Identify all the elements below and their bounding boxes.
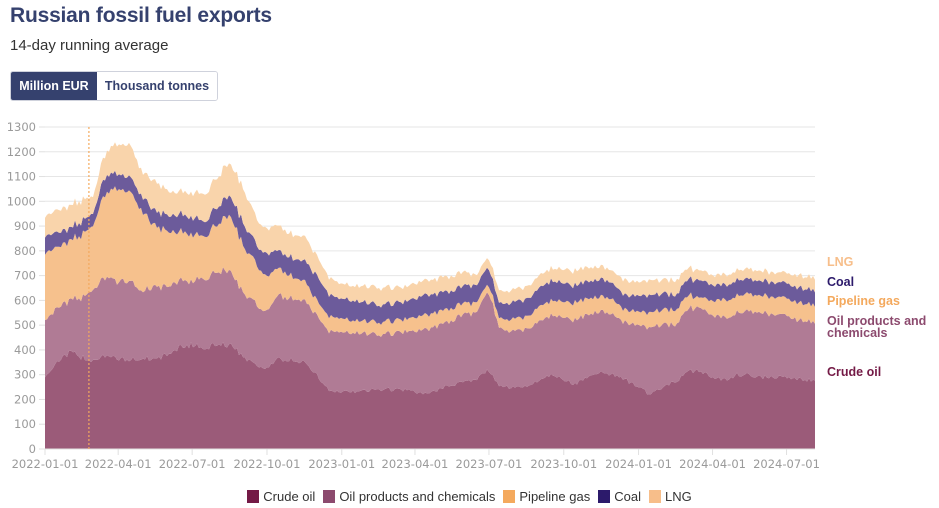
x-tick-label: 2023-10-01 xyxy=(530,457,597,471)
legend-swatch xyxy=(323,490,336,503)
series-label-crude-oil: Crude oil xyxy=(827,365,881,379)
series-label-oil-products-and-chemicals: Oil products and chemicals xyxy=(827,314,926,340)
x-tick-label: 2022-01-01 xyxy=(12,457,79,471)
thousand-tonnes-button[interactable]: Thousand tonnes xyxy=(97,72,217,100)
y-tick-label: 1300 xyxy=(7,120,36,134)
legend-label: Coal xyxy=(614,489,641,504)
area-oil-products-and-chemicals[interactable] xyxy=(45,267,815,395)
x-tick-label: 2024-01-01 xyxy=(605,457,672,471)
legend: Crude oil Oil products and chemicals Pipel… xyxy=(0,489,939,504)
legend-label: Crude oil xyxy=(263,489,316,504)
series-label-pipeline-gas: Pipeline gas xyxy=(827,294,900,308)
series-labels: Crude oil Oil products and chemicals Pipeli… xyxy=(827,255,926,379)
legend-label: Pipeline gas xyxy=(519,489,591,504)
y-tick-label: 800 xyxy=(14,244,36,258)
stacked-area-chart: 0 100 200 300 400 500 600 700 800 900 1000 1100 1200… xyxy=(7,120,927,471)
y-tick-label: 300 xyxy=(14,368,36,382)
y-tick-label: 200 xyxy=(14,392,36,406)
unit-toggle: Million EUR Thousand tonnes xyxy=(10,71,218,101)
x-axis: 2022-01-01 2022-04-01 2022-07-01 2022-10-01… xyxy=(12,448,820,471)
y-tick-label: 1200 xyxy=(7,145,36,159)
legend-item-lng[interactable]: LNG xyxy=(648,489,692,504)
legend-swatch xyxy=(598,490,611,503)
y-tick-label: 700 xyxy=(14,269,36,283)
chart-title: Russian fossil fuel exports xyxy=(10,4,272,27)
y-tick-label: 100 xyxy=(14,417,36,431)
area-coal[interactable] xyxy=(45,170,815,325)
y-tick-label: 500 xyxy=(14,318,36,332)
x-tick-label: 2023-04-01 xyxy=(382,457,449,471)
y-axis: 0 100 200 300 400 500 600 700 800 900 1000 1100 1200… xyxy=(7,120,45,456)
y-tick-label: 1000 xyxy=(7,194,36,208)
legend-swatch xyxy=(648,490,661,503)
area-crude-oil[interactable] xyxy=(45,342,815,449)
legend-item-pipeline-gas[interactable]: Pipeline gas xyxy=(503,489,590,504)
y-tick-label: 1100 xyxy=(7,170,36,184)
y-tick-label: 400 xyxy=(14,343,36,357)
x-tick-label: 2024-04-01 xyxy=(679,457,746,471)
y-tick-label: 0 xyxy=(29,442,36,456)
area-lng[interactable] xyxy=(45,142,815,308)
x-tick-label: 2024-07-01 xyxy=(753,457,820,471)
legend-swatch xyxy=(247,490,260,503)
legend-label: Oil products and chemicals xyxy=(339,489,496,504)
x-tick-label: 2022-04-01 xyxy=(85,457,152,471)
million-eur-button[interactable]: Million EUR xyxy=(11,72,97,100)
chart-subtitle: 14-day running average xyxy=(10,37,169,54)
series-label-lng: LNG xyxy=(827,255,853,269)
x-tick-label: 2022-10-01 xyxy=(234,457,301,471)
y-tick-label: 900 xyxy=(14,219,36,233)
x-tick-label: 2023-07-01 xyxy=(456,457,523,471)
legend-item-oil-products-and-chemicals[interactable]: Oil products and chemicals xyxy=(323,489,495,504)
legend-item-coal[interactable]: Coal xyxy=(598,489,641,504)
series-label-coal: Coal xyxy=(827,275,854,289)
x-tick-label: 2022-07-01 xyxy=(159,457,226,471)
legend-swatch xyxy=(503,490,516,503)
area-pipeline-gas[interactable] xyxy=(45,186,815,337)
x-tick-label: 2023-01-01 xyxy=(308,457,375,471)
legend-label: LNG xyxy=(664,489,692,504)
y-tick-label: 600 xyxy=(14,293,36,307)
area-layers xyxy=(45,142,815,449)
legend-item-crude-oil[interactable]: Crude oil xyxy=(247,489,315,504)
